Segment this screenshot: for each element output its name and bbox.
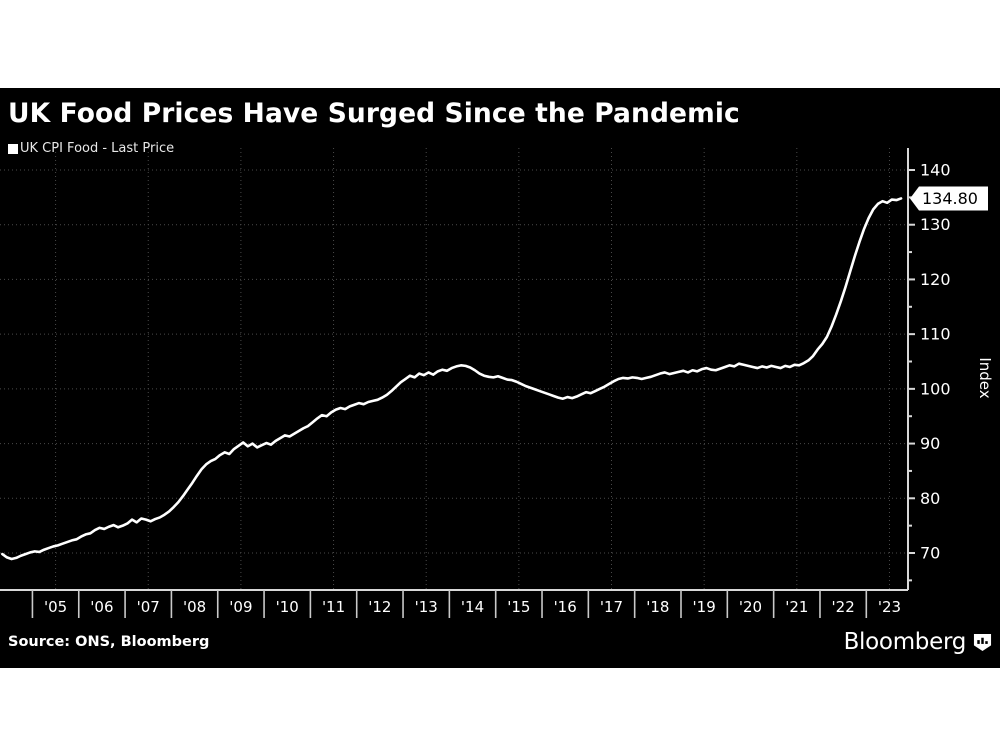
y-tick-label: 80 bbox=[920, 489, 940, 508]
y-tick-label: 70 bbox=[920, 544, 940, 563]
x-tick-label: '18 bbox=[646, 598, 669, 616]
source-note: Source: ONS, Bloomberg bbox=[8, 634, 210, 650]
bar-chart-icon bbox=[973, 633, 992, 652]
x-tick-label: '06 bbox=[90, 598, 113, 616]
legend-swatch-icon bbox=[8, 143, 18, 154]
x-tick-label: '12 bbox=[368, 598, 391, 616]
y-tick-label: 120 bbox=[920, 270, 951, 289]
axis-lines bbox=[0, 148, 909, 591]
y-tick-label: 140 bbox=[920, 161, 951, 180]
x-tick-label: '13 bbox=[415, 598, 438, 616]
y-axis-title: Index bbox=[976, 357, 994, 398]
grid-lines bbox=[0, 148, 908, 590]
y-tick-label: 130 bbox=[920, 215, 951, 234]
x-tick-label: '05 bbox=[44, 598, 67, 616]
x-tick-label: '23 bbox=[878, 598, 901, 616]
y-tick-label: 90 bbox=[920, 434, 940, 453]
x-tick-label: '09 bbox=[229, 598, 252, 616]
y-axis-ticks: 70 80 90 100 110 120 130 140 bbox=[908, 161, 951, 582]
x-tick-label: '07 bbox=[137, 598, 160, 616]
x-tick-label: '14 bbox=[461, 598, 484, 616]
x-tick-label: '10 bbox=[276, 598, 299, 616]
plot-area: 70 80 90 100 110 120 130 140 '05 '06 '07 '08 '09 '10… bbox=[0, 88, 1000, 668]
bar-chart-icon-svg bbox=[973, 633, 992, 651]
badge-shape bbox=[910, 186, 988, 211]
series-lines bbox=[1, 197, 903, 561]
x-tick-label: '08 bbox=[183, 598, 206, 616]
y-tick-label: 100 bbox=[920, 379, 951, 398]
x-tick-label: '20 bbox=[739, 598, 762, 616]
bloomberg-brand: Bloomberg bbox=[844, 629, 992, 655]
series-line bbox=[1, 197, 903, 561]
chart-legend: UK CPI Food - Last Price bbox=[8, 141, 174, 156]
x-tick-label: '22 bbox=[832, 598, 855, 616]
x-tick-label: '15 bbox=[507, 598, 530, 616]
y-tick-label: 110 bbox=[920, 325, 951, 344]
x-tick-label: '11 bbox=[322, 598, 345, 616]
chart-title: UK Food Prices Have Surged Since the Pan… bbox=[8, 98, 740, 129]
chart-svg: 70 80 90 100 110 120 130 140 '05 '06 '07 '08 '09 '10… bbox=[0, 148, 994, 618]
last-price-badge: 134.80 bbox=[910, 186, 988, 211]
x-tick-label: '16 bbox=[554, 598, 577, 616]
bloomberg-wordmark: Bloomberg bbox=[843, 629, 967, 655]
x-tick-label: '19 bbox=[693, 598, 716, 616]
x-tick-label: '21 bbox=[785, 598, 808, 616]
last-price-value: 134.80 bbox=[922, 189, 978, 208]
x-axis-ticks: '05 '06 '07 '08 '09 '10 '11 '12 '13 '14 '15 '16 '17 '… bbox=[31, 590, 901, 618]
chart-card: UK Food Prices Have Surged Since the Pan… bbox=[0, 88, 1000, 668]
x-tick-label: '17 bbox=[600, 598, 623, 616]
legend-item-label: UK CPI Food - Last Price bbox=[20, 141, 175, 156]
